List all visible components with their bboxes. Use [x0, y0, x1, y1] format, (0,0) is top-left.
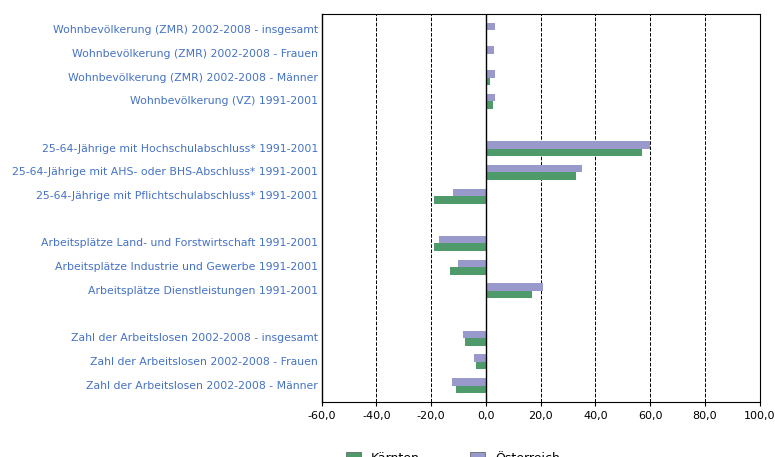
- Text: 25-64-Jährige mit Pflichtschulabschluss* 1991-2001: 25-64-Jährige mit Pflichtschulabschluss*…: [36, 191, 318, 201]
- Text: Wohnbevölkerung (ZMR) 2002-2008 - Frauen: Wohnbevölkerung (ZMR) 2002-2008 - Frauen: [72, 49, 318, 59]
- Bar: [463, 330, 486, 338]
- Bar: [486, 78, 490, 85]
- Bar: [486, 149, 642, 156]
- Text: Zahl der Arbeitslosen 2002-2008 - Männer: Zahl der Arbeitslosen 2002-2008 - Männer: [86, 381, 318, 391]
- Text: Wohnbevölkerung (ZMR) 2002-2008 - Männer: Wohnbevölkerung (ZMR) 2002-2008 - Männer: [68, 73, 318, 83]
- Text: Arbeitsplätze Land- und Forstwirtschaft 1991-2001: Arbeitsplätze Land- und Forstwirtschaft …: [41, 239, 318, 249]
- Text: Zahl der Arbeitslosen 2002-2008 - insgesamt: Zahl der Arbeitslosen 2002-2008 - insges…: [71, 333, 318, 343]
- Bar: [486, 30, 487, 38]
- Text: 25-64-Jährige mit Hochschulabschluss* 1991-2001: 25-64-Jährige mit Hochschulabschluss* 19…: [42, 143, 318, 154]
- Bar: [486, 172, 576, 180]
- Bar: [465, 338, 486, 346]
- Text: Wohnbevölkerung (VZ) 1991-2001: Wohnbevölkerung (VZ) 1991-2001: [129, 96, 318, 106]
- Bar: [474, 354, 486, 362]
- Bar: [486, 23, 495, 30]
- Text: 25-64-Jährige mit AHS- oder BHS-Abschluss* 1991-2001: 25-64-Jährige mit AHS- oder BHS-Abschlus…: [12, 167, 318, 177]
- Bar: [459, 260, 486, 267]
- Bar: [486, 291, 532, 298]
- Text: Arbeitsplätze Dienstleistungen 1991-2001: Arbeitsplätze Dienstleistungen 1991-2001: [88, 286, 318, 296]
- Bar: [477, 362, 486, 369]
- Bar: [434, 244, 486, 251]
- Bar: [486, 47, 494, 54]
- Text: Wohnbevölkerung (ZMR) 2002-2008 - insgesamt: Wohnbevölkerung (ZMR) 2002-2008 - insges…: [53, 25, 318, 35]
- Bar: [450, 267, 486, 275]
- Bar: [486, 141, 650, 149]
- Bar: [439, 236, 486, 244]
- Bar: [486, 70, 495, 78]
- Bar: [486, 94, 495, 101]
- Text: Arbeitsplätze Industrie und Gewerbe 1991-2001: Arbeitsplätze Industrie und Gewerbe 1991…: [55, 262, 318, 272]
- Legend: Kärnten, Österreich: Kärnten, Österreich: [341, 447, 565, 457]
- Bar: [453, 188, 486, 196]
- Bar: [486, 283, 543, 291]
- Bar: [452, 378, 486, 386]
- Bar: [486, 165, 581, 172]
- Bar: [456, 386, 486, 393]
- Text: Zahl der Arbeitslosen 2002-2008 - Frauen: Zahl der Arbeitslosen 2002-2008 - Frauen: [90, 357, 318, 367]
- Bar: [434, 196, 486, 204]
- Bar: [486, 101, 493, 109]
